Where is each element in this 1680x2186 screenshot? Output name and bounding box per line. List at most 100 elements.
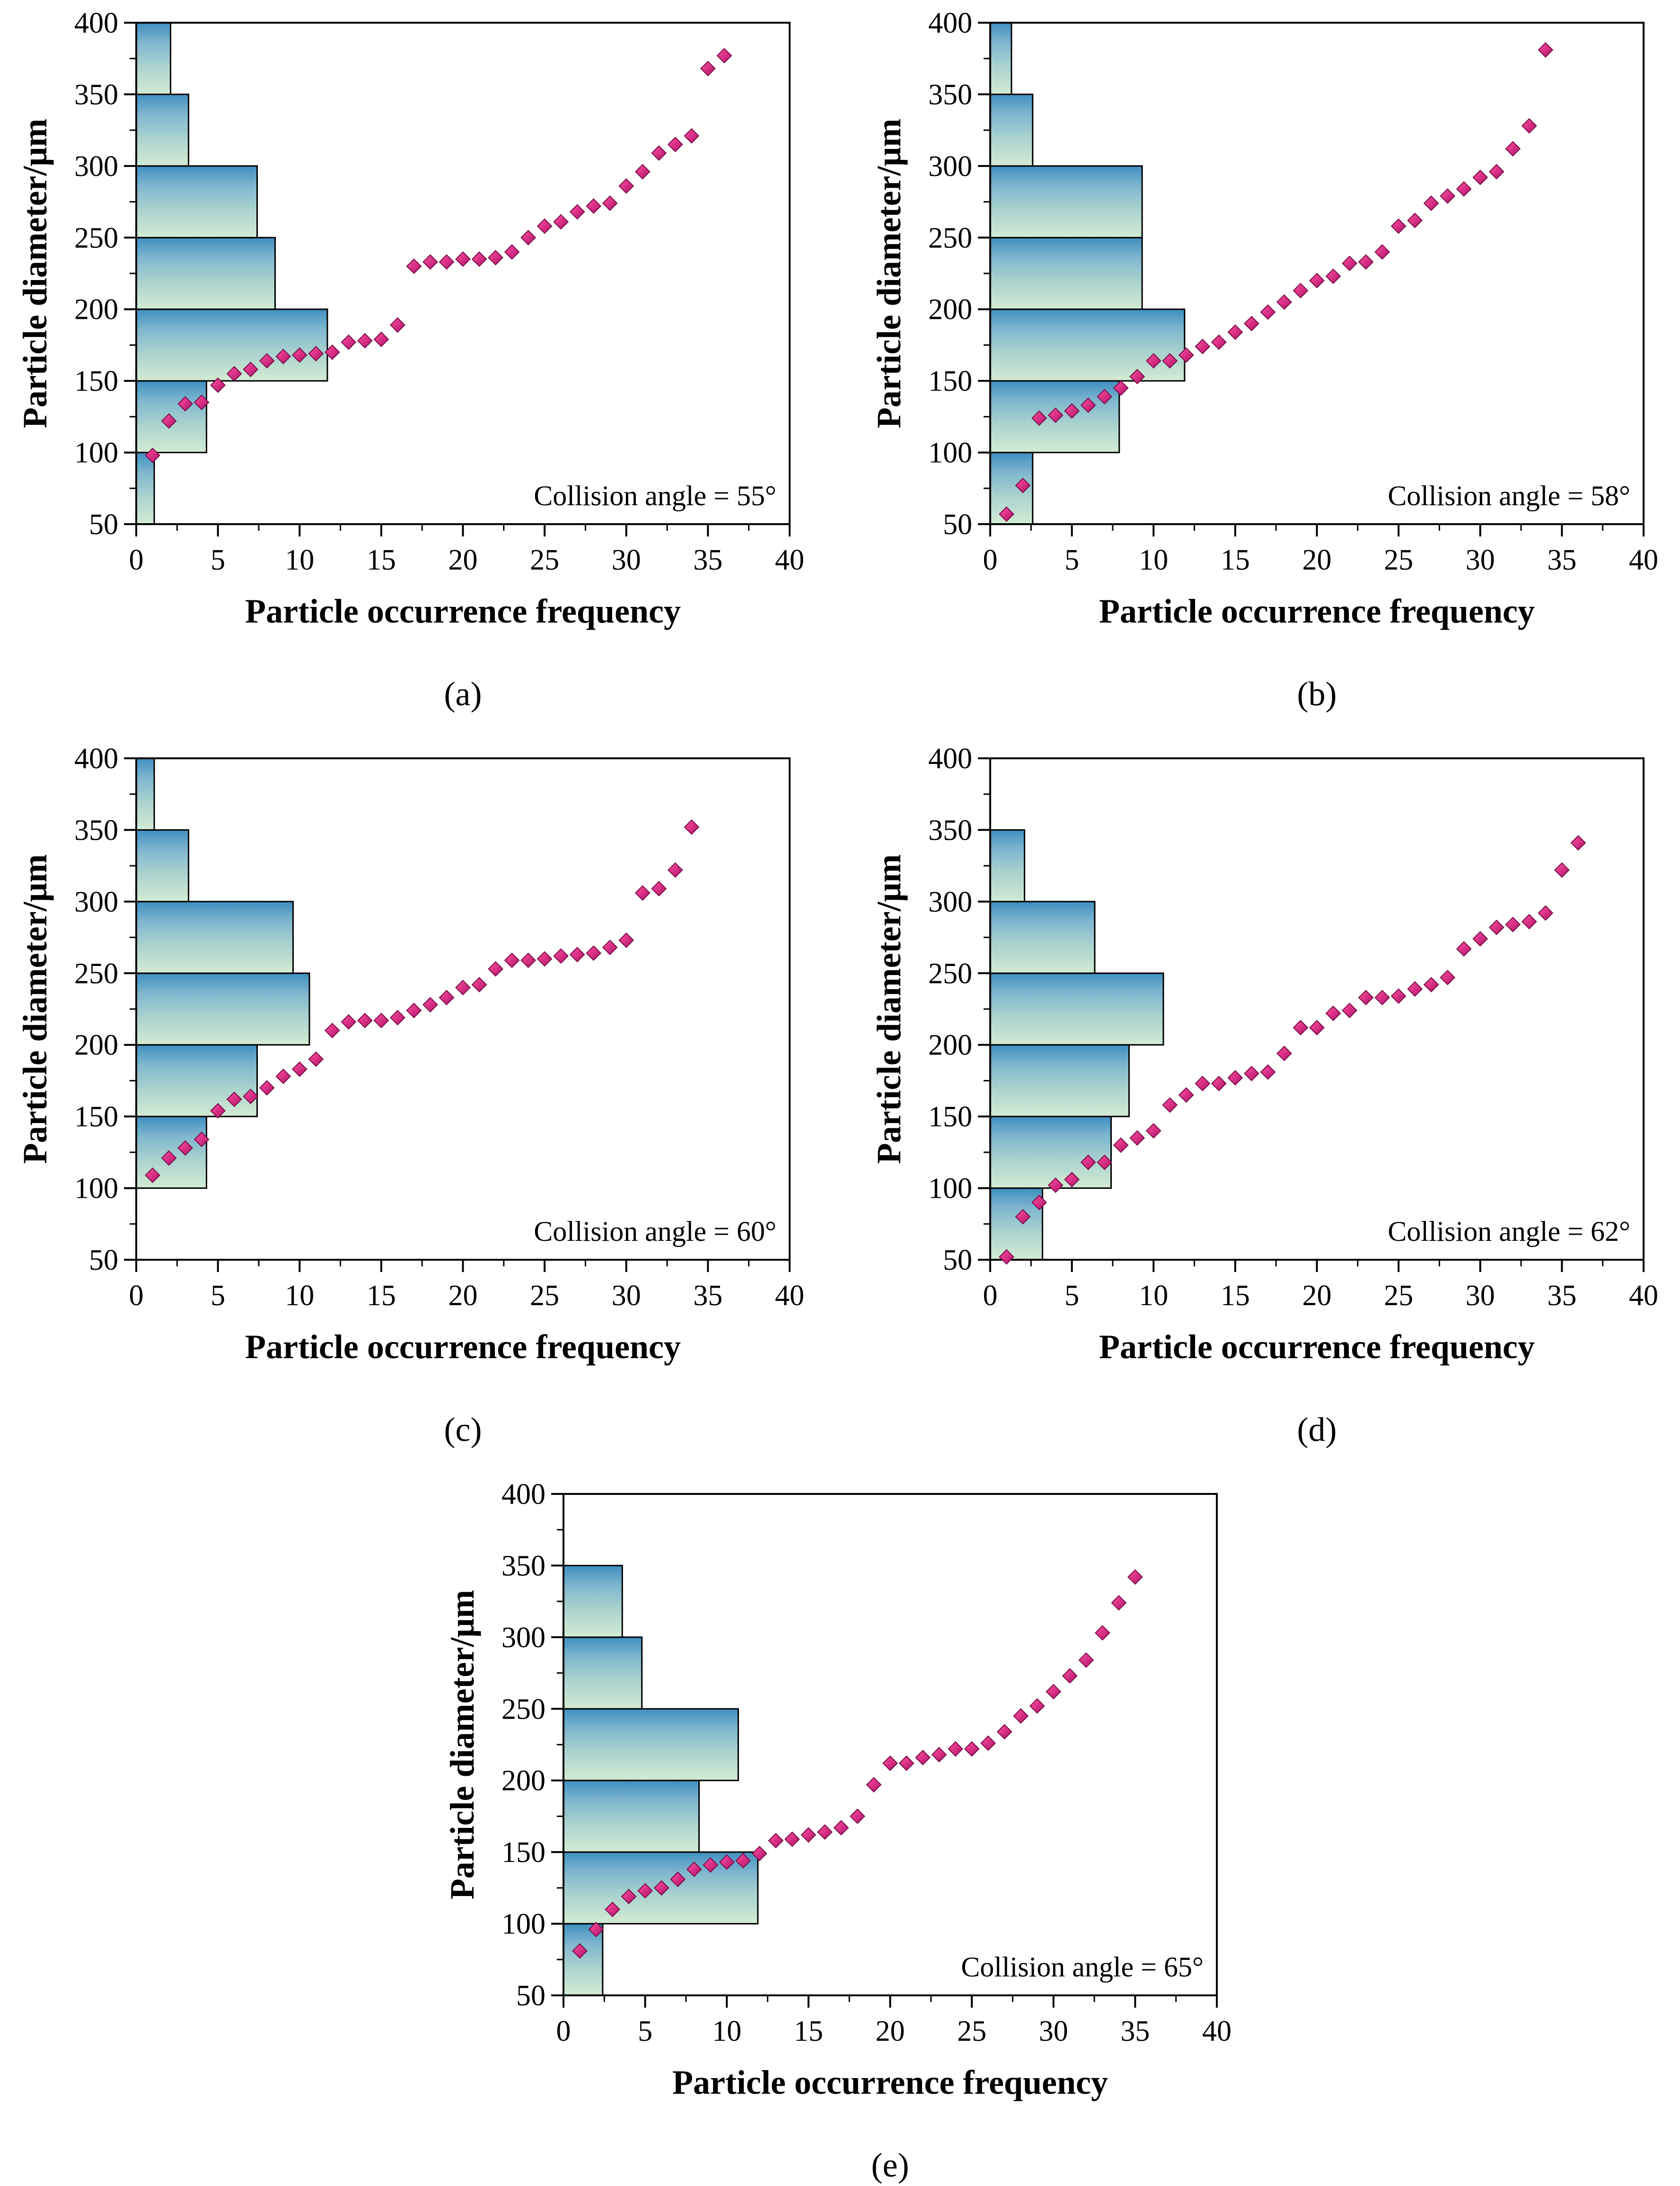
data-point <box>569 947 585 963</box>
collision-angle-annotation: Collision angle = 58° <box>1388 480 1630 511</box>
x-tick-label: 0 <box>129 544 144 576</box>
data-point <box>999 1249 1014 1265</box>
y-tick-label: 50 <box>943 1244 972 1276</box>
y-tick-label: 200 <box>928 294 972 326</box>
data-point <box>1129 1130 1145 1146</box>
chart-panel-e: 0 5 10 15 20 25 30 35 40 50 100 150 200 250 300 350 400 P… <box>443 1478 1231 2184</box>
x-tick-label: 20 <box>1302 1280 1332 1312</box>
data-point <box>1260 304 1276 320</box>
data-point <box>999 506 1014 522</box>
data-point <box>833 1820 849 1836</box>
histogram-bar <box>135 972 310 1046</box>
data-point <box>1358 254 1374 270</box>
data-point <box>1211 1076 1227 1091</box>
data-point <box>537 218 553 234</box>
data-point <box>1472 931 1488 947</box>
x-tick-label: 0 <box>556 2015 571 2047</box>
data-point <box>1013 1708 1029 1724</box>
data-point <box>850 1808 865 1824</box>
y-tick-label: 250 <box>928 957 972 990</box>
y-tick-label: 50 <box>516 1980 545 2012</box>
data-point <box>1325 268 1341 284</box>
y-axis-title: Particle diameter/μm <box>16 854 54 1164</box>
collision-angle-annotation: Collision angle = 62° <box>1388 1216 1630 1247</box>
data-point <box>324 1023 340 1038</box>
data-point <box>948 1741 964 1757</box>
data-point <box>800 1827 817 1843</box>
histogram-bar <box>989 1115 1112 1189</box>
data-point <box>1538 905 1554 921</box>
data-point <box>768 1833 784 1849</box>
data-point <box>553 948 569 964</box>
y-tick-label: 300 <box>74 886 118 918</box>
data-point <box>1407 981 1423 997</box>
y-tick-label: 300 <box>501 1622 545 1654</box>
data-point <box>1097 1154 1113 1170</box>
x-tick-label: 10 <box>1139 1280 1168 1312</box>
y-tick-label: 250 <box>74 222 118 254</box>
data-point <box>1211 334 1227 350</box>
histogram-bar <box>989 972 1164 1046</box>
data-point <box>455 251 471 267</box>
data-point <box>145 448 160 464</box>
y-tick-label: 150 <box>928 365 972 397</box>
data-point <box>259 353 275 369</box>
y-axis-title: Particle diameter/μm <box>870 119 908 429</box>
y-tick-label: 300 <box>74 150 118 183</box>
data-point <box>569 204 585 220</box>
data-point <box>406 1002 422 1018</box>
data-point <box>341 1014 357 1030</box>
y-tick-label: 200 <box>74 1029 118 1062</box>
x-tick-label: 20 <box>876 2015 905 2047</box>
data-point <box>161 413 177 429</box>
histogram-bar <box>563 1636 643 1710</box>
data-point <box>588 1922 604 1938</box>
data-point <box>373 331 389 347</box>
data-point <box>1195 1076 1211 1091</box>
data-point <box>1145 353 1161 369</box>
x-axis-title: Particle occurrence frequency <box>245 1328 681 1366</box>
data-point <box>553 214 569 230</box>
data-point <box>602 195 618 211</box>
data-point <box>684 819 700 835</box>
data-point <box>259 1080 275 1096</box>
x-tick-label: 35 <box>693 544 722 576</box>
x-tick-label: 15 <box>1221 1280 1250 1312</box>
data-point <box>1062 1668 1078 1684</box>
y-tick-label: 100 <box>928 1173 972 1205</box>
histogram-bar <box>989 308 1186 382</box>
y-tick-label: 50 <box>89 1244 118 1276</box>
data-point <box>357 333 373 349</box>
data-point <box>389 317 405 333</box>
y-tick-label: 400 <box>928 7 972 39</box>
data-point <box>621 1888 637 1905</box>
chart-panel-a: 0 5 10 15 20 25 30 35 40 50 100 150 200 250 300 350 400 P… <box>16 7 804 713</box>
data-point <box>1178 347 1194 363</box>
histogram-bar <box>135 452 155 525</box>
data-point <box>194 395 210 410</box>
data-point <box>602 939 618 956</box>
y-tick-label: 300 <box>928 886 972 918</box>
data-point <box>1342 255 1357 272</box>
x-axis-title: Particle occurrence frequency <box>672 2063 1108 2101</box>
data-point <box>898 1755 915 1771</box>
x-tick-label: 15 <box>367 544 396 576</box>
x-tick-label: 30 <box>612 1280 641 1312</box>
data-point <box>455 980 471 995</box>
data-point <box>670 1871 686 1888</box>
data-point <box>1554 862 1570 878</box>
y-tick-label: 50 <box>943 509 972 541</box>
data-point <box>1129 369 1145 385</box>
x-tick-label: 10 <box>712 2015 741 2047</box>
x-tick-label: 25 <box>1384 544 1413 576</box>
y-tick-label: 350 <box>74 79 118 111</box>
x-tick-label: 40 <box>775 1280 804 1312</box>
x-tick-label: 20 <box>449 1280 478 1312</box>
histogram-bar <box>135 829 189 903</box>
y-tick-label: 100 <box>74 437 118 469</box>
data-point <box>751 1845 767 1861</box>
x-axis-title: Particle occurrence frequency <box>1099 592 1535 630</box>
data-point <box>1243 1065 1259 1081</box>
data-point <box>1162 353 1178 369</box>
